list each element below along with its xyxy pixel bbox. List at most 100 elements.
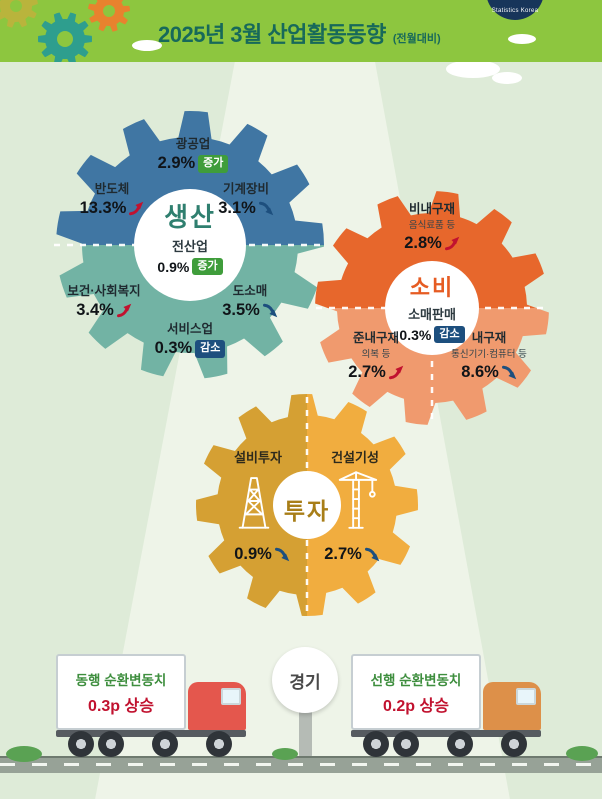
sector-value: 0.9% 증가: [128, 258, 252, 276]
metric-label: 기계장비: [222, 182, 269, 196]
bush: [6, 746, 42, 762]
sector-subtitle: 전산업: [172, 239, 208, 254]
value-number: 0.3%: [399, 326, 432, 343]
truck-wheel: [206, 731, 232, 757]
metric-nondurable: 비내구재 음식료품 등 2.8%: [370, 202, 494, 253]
truck-wheel: [152, 731, 178, 757]
sector-title: 소비: [409, 275, 455, 300]
title-subtitle: (전월대비): [392, 33, 441, 45]
oil-derrick-icon: [238, 477, 270, 529]
metric-label: 광공업: [175, 137, 211, 151]
truck-wheel: [363, 731, 389, 757]
truck-cargo-box: 동행 순환변동치 0.3p 상승: [56, 654, 186, 730]
up-arrow-icon: [117, 303, 132, 318]
tower-crane-icon: [338, 471, 378, 529]
down-arrow-icon: [502, 365, 517, 380]
production-center: 생산 전산업 0.9% 증가: [128, 197, 252, 276]
metric-value: 3.4%: [40, 301, 168, 320]
truck-window: [516, 688, 536, 705]
metric-label: 보건·사회복지: [67, 284, 141, 298]
increase-badge: 증가: [198, 155, 229, 173]
metric-facility-value: 0.9%: [216, 542, 308, 564]
investment-gear: [195, 393, 419, 617]
consumption-center: 소비 소매판매 0.3% 감소: [374, 270, 490, 344]
value-number: 3.1%: [218, 199, 256, 218]
indicator-label: 선행 순환변동치: [370, 672, 462, 688]
value-number: 3.5%: [222, 301, 260, 320]
truck-wheel: [501, 731, 527, 757]
decrease-badge: 감소: [195, 340, 226, 358]
metric-mining: 광공업 2.9% 증가: [138, 137, 248, 173]
truck-wheel: [447, 731, 473, 757]
metric-value: 3.1%: [196, 199, 296, 218]
cloud: [508, 34, 536, 44]
metric-construction-label: 건설기성: [331, 450, 379, 465]
increase-badge: 증가: [192, 258, 223, 276]
cloud: [492, 72, 522, 84]
header: 2025년 3월 산업활동동향 (전월대비) Statistics Korea: [0, 0, 602, 62]
decorative-gear-teal-icon: [38, 12, 92, 62]
truck-cab: [483, 682, 541, 730]
truck-wheel: [68, 731, 94, 757]
truck-window: [221, 688, 241, 705]
metric-value: 13.3%: [62, 199, 162, 218]
metric-sublabel: 의복 등: [361, 349, 391, 361]
metric-machinery: 기계장비 3.1%: [196, 182, 296, 218]
value-number: 3.4%: [76, 301, 114, 320]
metric-health-welfare: 보건·사회복지 3.4%: [40, 284, 168, 320]
truck-chassis: [351, 730, 541, 737]
production-gear: [54, 111, 326, 379]
logo-text: Statistics Korea: [491, 8, 539, 14]
metric-label: 서비스업: [166, 322, 213, 336]
truck-cargo-box: 선행 순환변동치 0.2p 상승: [351, 654, 481, 730]
sector-title: 생산: [164, 202, 216, 232]
value-number: 2.8%: [404, 234, 442, 253]
metric-value: 0.9%: [216, 545, 308, 564]
metric-semidurable: 준내구재 의복 등 2.7%: [328, 331, 424, 382]
metric-value: 2.7%: [328, 363, 424, 382]
decorative-gear-orange-icon: [88, 0, 131, 32]
decorative-gear-olive-icon: [0, 0, 38, 28]
metric-retail: 도소매 3.5%: [202, 284, 298, 320]
page-title: 2025년 3월 산업활동동향 (전월대비): [158, 17, 441, 49]
road-center-line: [0, 763, 602, 766]
indicator-label: 동행 순환변동치: [75, 672, 167, 688]
down-arrow-icon: [263, 303, 278, 318]
metric-facility-label: 설비투자: [234, 450, 282, 465]
economy-circle-post: [299, 702, 312, 758]
metric-value: 3.5%: [202, 301, 298, 320]
truck-chassis: [56, 730, 246, 737]
up-arrow-icon: [445, 236, 460, 251]
economy-center: 경기: [272, 647, 338, 713]
metric-label: 비내구재: [408, 202, 455, 216]
metric-label: 준내구재: [352, 331, 399, 345]
statistics-korea-logo: Statistics Korea: [486, 0, 544, 20]
down-arrow-icon: [275, 547, 290, 562]
value-number: 0.3%: [154, 339, 193, 358]
cloud: [132, 40, 162, 51]
truck-wheel: [393, 731, 419, 757]
value-number: 2.9%: [157, 154, 196, 173]
bush: [566, 746, 598, 761]
value-number: 13.3%: [79, 199, 127, 218]
indicator-value: 0.3p 상승: [88, 697, 154, 715]
metric-value: 8.6%: [430, 363, 548, 382]
value-number: 2.7%: [324, 545, 362, 563]
metric-durable: 내구재 통신기기·컴퓨터 등 8.6%: [430, 331, 548, 382]
truck-coincident: 동행 순환변동치 0.3p 상승: [56, 654, 252, 764]
value-number: 0.9%: [157, 258, 190, 275]
metric-label: 도소매: [232, 284, 268, 298]
metric-value: 2.8%: [370, 234, 494, 253]
sector-value: 0.3% 감소: [374, 326, 490, 344]
metric-sublabel: 통신기기·컴퓨터 등: [451, 349, 527, 361]
cloud: [446, 60, 500, 78]
metric-value: 2.7%: [306, 545, 398, 564]
down-arrow-icon: [259, 201, 274, 216]
value-number: 8.6%: [461, 363, 499, 382]
title-text: 2025년 3월 산업활동동향: [158, 22, 386, 47]
up-arrow-icon: [389, 365, 404, 380]
metric-semiconductor: 반도체 13.3%: [62, 182, 162, 218]
value-number: 0.9%: [234, 545, 272, 563]
decrease-badge: 감소: [434, 326, 465, 344]
